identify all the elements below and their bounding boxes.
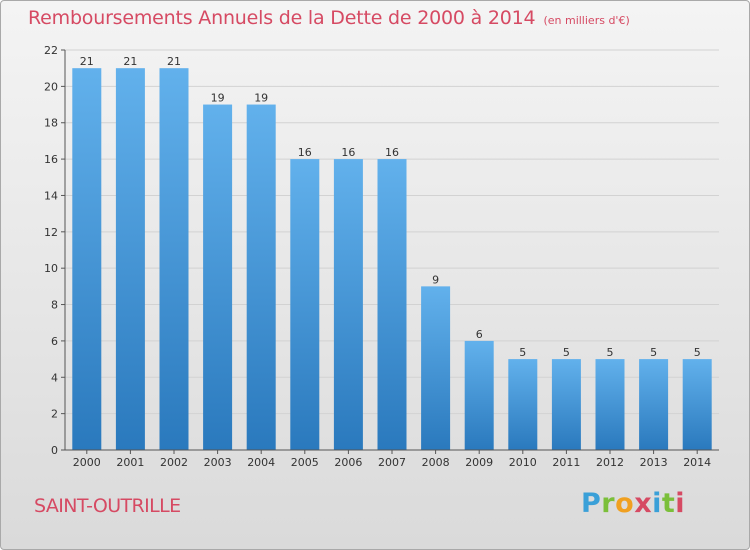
x-tick-label-2013: 2013 xyxy=(640,456,668,469)
y-tick-label: 18 xyxy=(44,117,58,130)
y-tick-label: 0 xyxy=(51,444,58,457)
data-label-2014: 5 xyxy=(694,346,701,359)
bar-2008 xyxy=(421,286,451,450)
data-label-2011: 5 xyxy=(563,346,570,359)
bars xyxy=(72,68,712,450)
x-tick-label-2010: 2010 xyxy=(509,456,537,469)
bar-2001 xyxy=(115,68,145,450)
data-label-2008: 9 xyxy=(432,273,439,286)
proxiti-logo: Proxiti xyxy=(581,488,686,519)
data-label-2005: 16 xyxy=(298,146,312,159)
bar-2006 xyxy=(333,159,363,450)
data-label-2002: 21 xyxy=(167,55,181,68)
x-tick-label-2003: 2003 xyxy=(204,456,232,469)
y-tick-label: 14 xyxy=(44,189,58,202)
y-tick-label: 12 xyxy=(44,226,58,239)
x-tick-label-2006: 2006 xyxy=(334,456,362,469)
x-tick-label-2001: 2001 xyxy=(116,456,144,469)
data-label-2010: 5 xyxy=(519,346,526,359)
y-tick-label: 6 xyxy=(51,335,58,348)
bar-2012 xyxy=(595,359,625,450)
bar-2000 xyxy=(72,68,102,450)
data-label-2000: 21 xyxy=(80,55,94,68)
chart-title: Remboursements Annuels de la Dette de 20… xyxy=(28,7,630,29)
x-tick-label-2000: 2000 xyxy=(73,456,101,469)
x-tick-label-2002: 2002 xyxy=(160,456,188,469)
bar-2011 xyxy=(551,359,581,450)
y-tick-label: 10 xyxy=(44,262,58,275)
bar-2002 xyxy=(159,68,189,450)
x-tick-label-2008: 2008 xyxy=(422,456,450,469)
x-tick-label-2014: 2014 xyxy=(683,456,711,469)
y-tick-label: 4 xyxy=(51,371,58,384)
data-label-2004: 19 xyxy=(254,92,268,105)
axes xyxy=(61,49,719,454)
data-label-2009: 6 xyxy=(476,328,483,341)
y-tick-label: 20 xyxy=(44,80,58,93)
data-label-2003: 19 xyxy=(211,92,225,105)
data-label-2006: 16 xyxy=(341,146,355,159)
y-tick-label: 8 xyxy=(51,299,58,312)
bar-2003 xyxy=(203,104,233,450)
data-label-2001: 21 xyxy=(123,55,137,68)
x-tick-label-2011: 2011 xyxy=(552,456,580,469)
chart-title-text: Remboursements Annuels de la Dette de 20… xyxy=(28,7,536,29)
x-tick-label-2005: 2005 xyxy=(291,456,319,469)
labels: 0 2 4 6 8 10 12 14 16 18 20 22 21 2000 21 2001 21 2002 19 2… xyxy=(44,44,711,469)
bar-2004 xyxy=(246,104,276,450)
bar-2013 xyxy=(639,359,669,450)
x-tick-label-2007: 2007 xyxy=(378,456,406,469)
y-tick-label: 16 xyxy=(44,153,58,166)
bar-2009 xyxy=(464,340,494,450)
y-tick-label: 22 xyxy=(44,44,58,57)
x-tick-label-2004: 2004 xyxy=(247,456,275,469)
chart-unit: (en milliers d'€) xyxy=(543,14,630,27)
x-tick-label-2009: 2009 xyxy=(465,456,493,469)
data-label-2013: 5 xyxy=(650,346,657,359)
bar-2014 xyxy=(682,359,712,450)
commune-name: SAINT-OUTRILLE xyxy=(34,495,181,517)
x-tick-label-2012: 2012 xyxy=(596,456,624,469)
y-tick-label: 2 xyxy=(51,408,58,421)
data-label-2007: 16 xyxy=(385,146,399,159)
bar-2007 xyxy=(377,159,407,450)
bar-2010 xyxy=(508,359,538,450)
bar-2005 xyxy=(290,159,320,450)
data-label-2012: 5 xyxy=(607,346,614,359)
